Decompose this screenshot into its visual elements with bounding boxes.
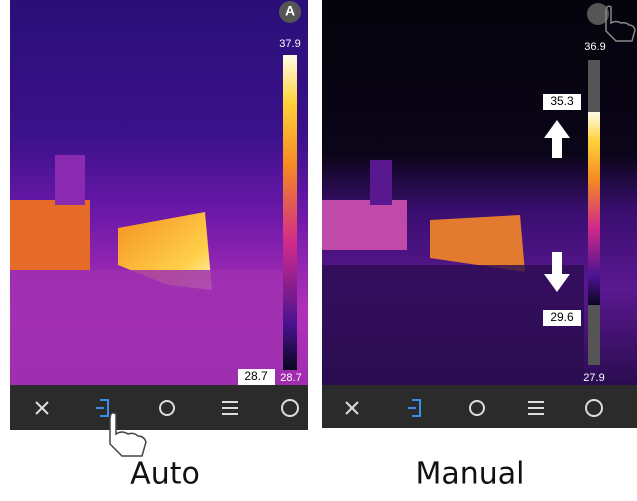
tool-icon-active[interactable] (96, 399, 109, 417)
scale-min: 28.7 (280, 372, 301, 384)
foreground (322, 265, 584, 385)
mode-badge[interactable] (587, 3, 609, 25)
hand-pointer (109, 412, 147, 457)
foreground (10, 270, 283, 385)
down-arrow (544, 252, 570, 292)
tool-icon[interactable] (469, 400, 485, 416)
auto-panel: A 37.9 28.7 28.7 (10, 0, 308, 457)
warm-wall (322, 200, 407, 250)
tool-icon[interactable] (345, 401, 359, 415)
upper-limit: 35.3 (550, 94, 574, 108)
tool-icon[interactable] (35, 401, 49, 415)
color-scale (588, 112, 600, 305)
lower-limit: 29.6 (550, 310, 574, 324)
scale-min: 27.9 (583, 372, 604, 384)
chimney (55, 155, 85, 205)
color-scale (283, 55, 297, 370)
readout-box (238, 369, 275, 385)
mode-badge[interactable] (279, 1, 301, 23)
tool-icon[interactable] (222, 401, 238, 415)
hot-surface (430, 215, 525, 272)
tool-icon[interactable] (281, 399, 299, 417)
tool-icon[interactable] (528, 401, 544, 415)
caption: Manual (415, 457, 524, 492)
upper-limit-box[interactable] (543, 94, 581, 110)
manual-panel: 36.9 35.3 29.6 27.9 (322, 0, 637, 428)
tool-icon[interactable] (585, 399, 603, 417)
up-arrow (544, 120, 570, 158)
warm-wall (10, 200, 90, 270)
mode-badge-text: A (285, 3, 295, 19)
min-readout: 28.7 (244, 369, 268, 383)
tool-icon-active[interactable] (408, 399, 421, 417)
tool-icon[interactable] (159, 400, 175, 416)
chimney (370, 160, 392, 205)
toolbar-icons (35, 399, 299, 417)
caption: Auto (130, 457, 200, 492)
toolbar-icons (345, 399, 603, 417)
scale-max: 37.9 (279, 38, 300, 50)
scale-max: 36.9 (584, 41, 605, 53)
lower-limit-box[interactable] (543, 310, 581, 326)
toolbar (322, 385, 637, 428)
toolbar (10, 385, 308, 430)
hand-pointer (605, 5, 636, 42)
